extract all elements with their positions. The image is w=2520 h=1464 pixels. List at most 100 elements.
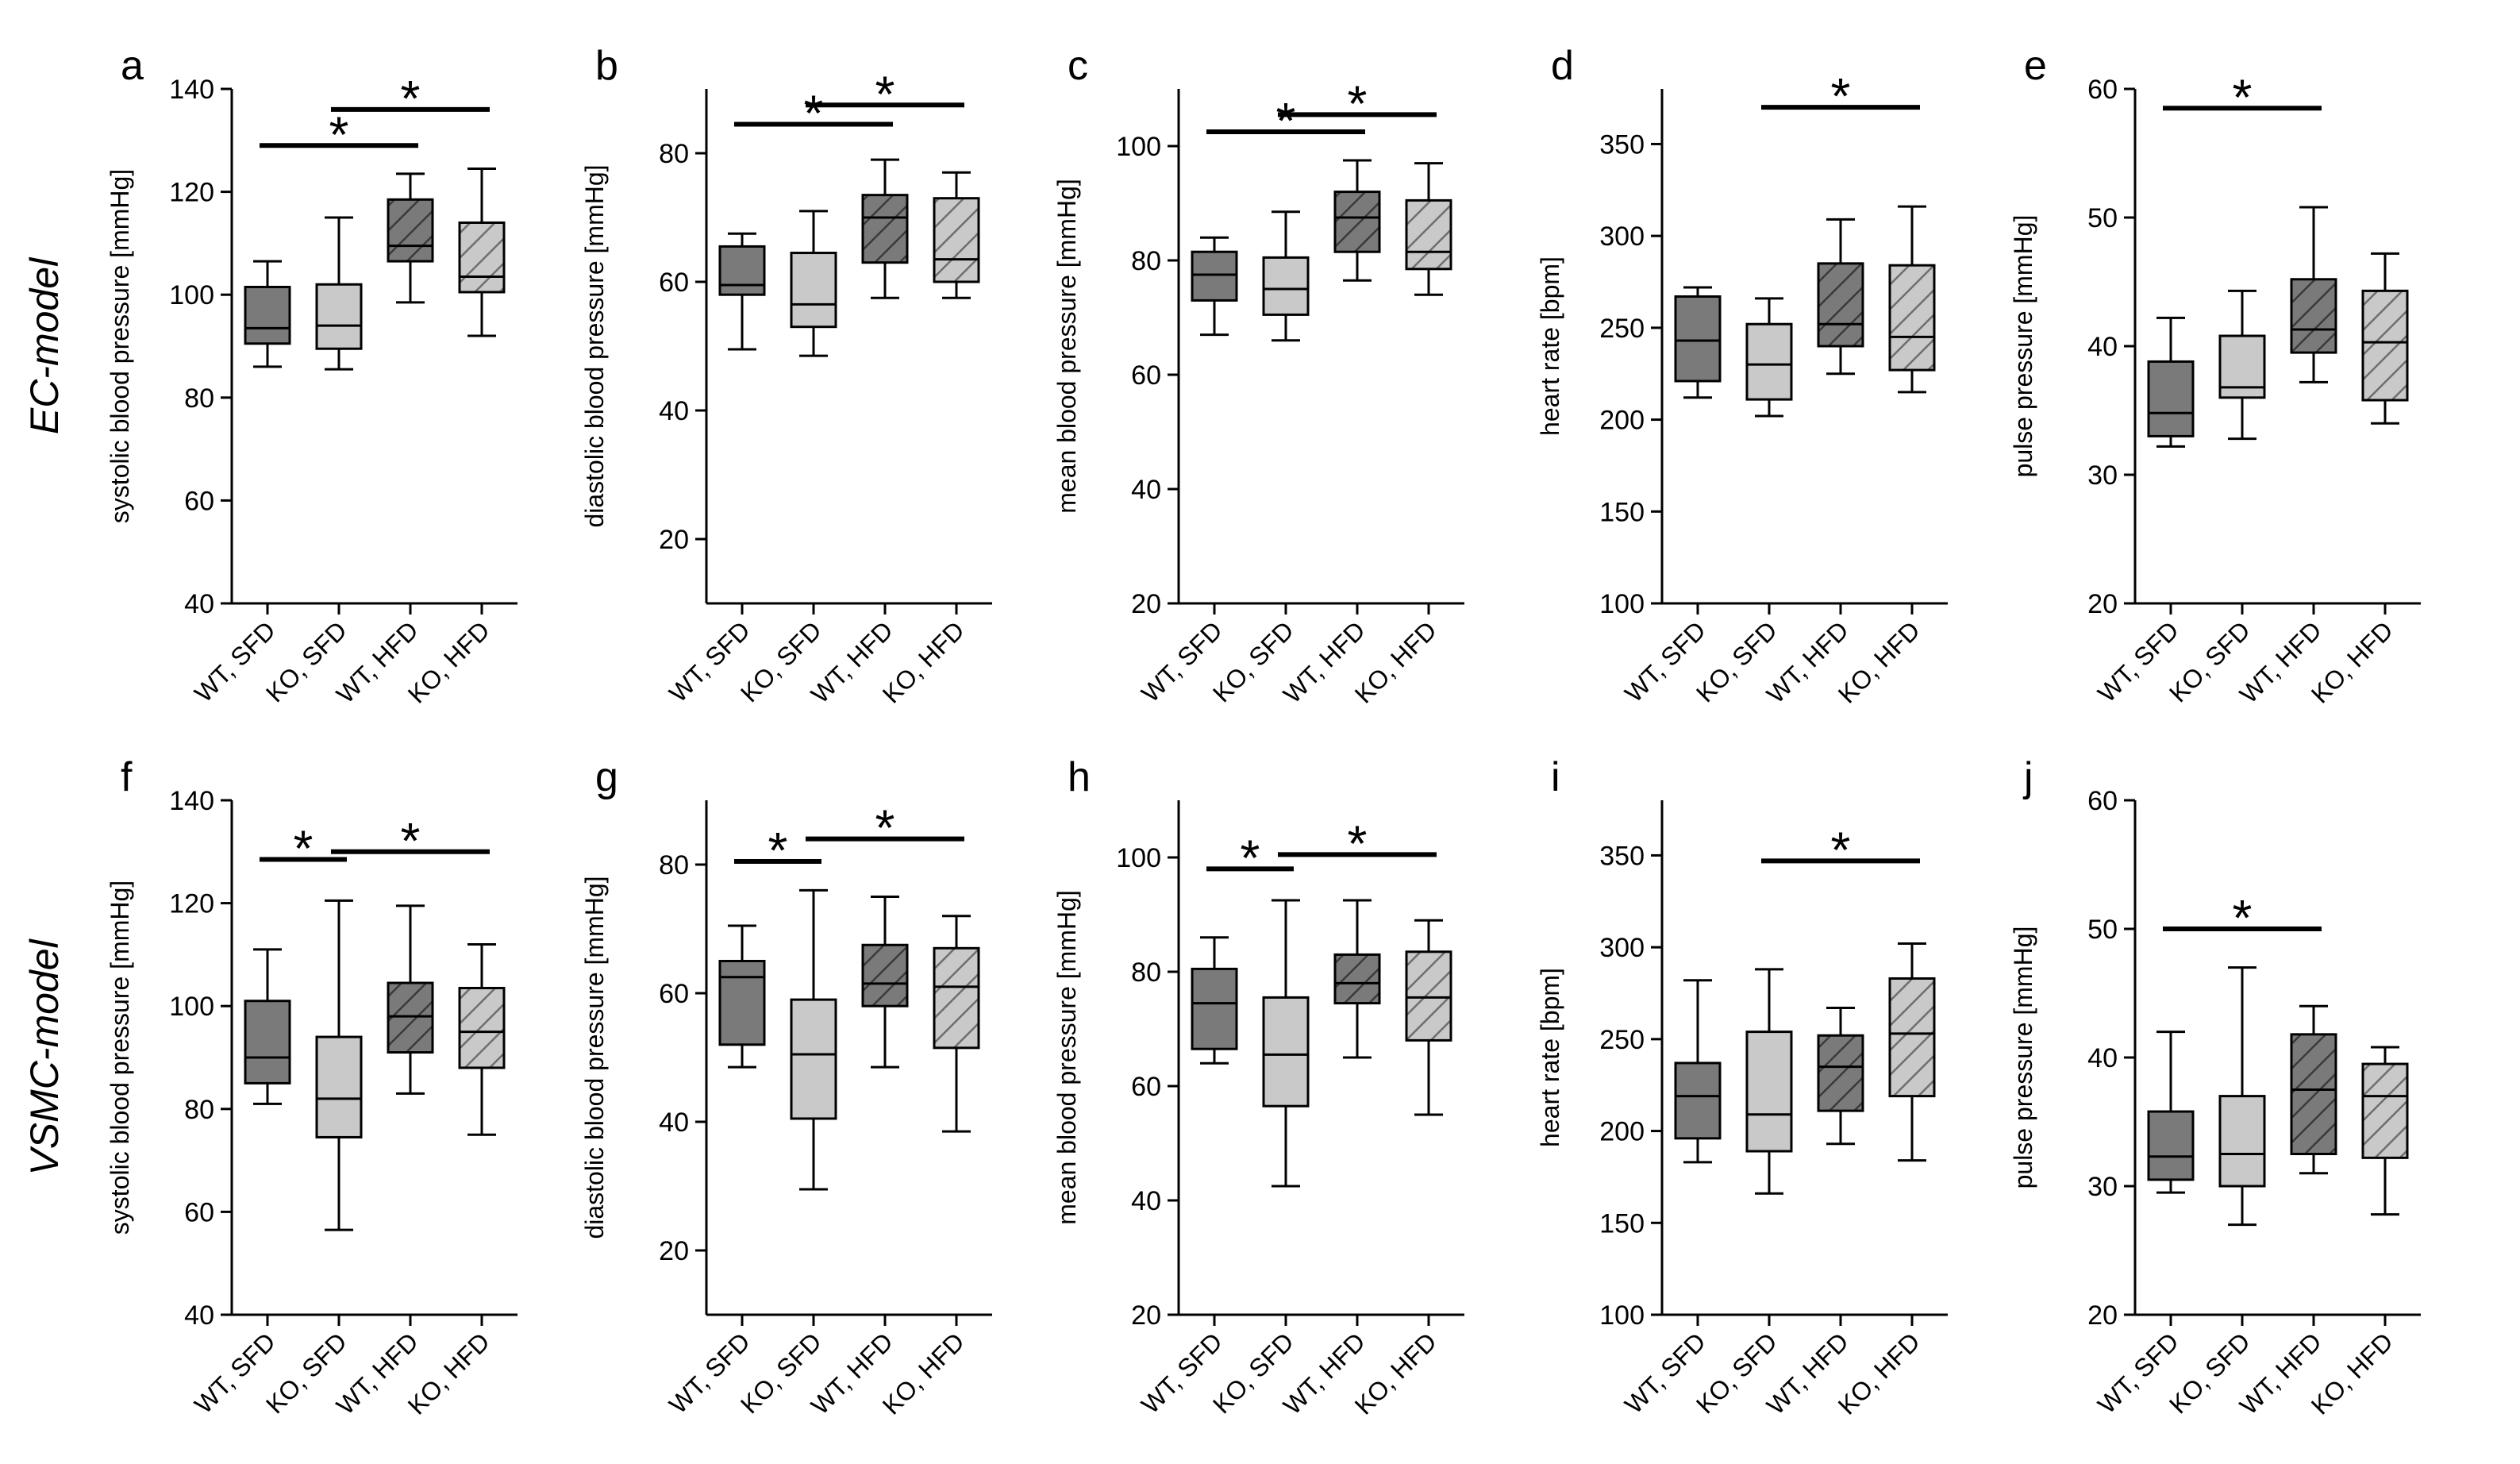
- y-tick-label: 100: [1116, 843, 1161, 873]
- significance-star: *: [1348, 815, 1368, 872]
- significance-star: *: [768, 822, 788, 879]
- significance-star: *: [804, 85, 824, 142]
- box-iqr: [1405, 198, 1452, 271]
- y-tick-label: 40: [2087, 1043, 2118, 1073]
- box-ko-sfd: [1262, 899, 1310, 1188]
- panel-letter: f: [121, 754, 133, 800]
- panel-a: a 40 60 80 100 120 140 systolic blood pressure …: [106, 43, 517, 709]
- significance-star: *: [2233, 889, 2253, 946]
- box-iqr: [933, 946, 980, 1050]
- significance-star: *: [875, 799, 895, 857]
- panel-f: f 40 60 80 100 120 140 systolic blood pressure …: [106, 754, 517, 1420]
- box-iqr: [458, 987, 506, 1069]
- significance-star: *: [401, 812, 421, 869]
- significance-star: *: [2233, 68, 2253, 125]
- y-tick-label: 40: [1131, 475, 1161, 505]
- box-iqr: [1888, 264, 1936, 372]
- box-ko-sfd: [2218, 289, 2266, 441]
- box-iqr: [1191, 250, 1238, 302]
- y-tick-label: 80: [659, 139, 689, 169]
- y-tick-label: 50: [2087, 915, 2118, 945]
- y-tick-label: 40: [184, 589, 214, 619]
- box-iqr: [2361, 289, 2409, 402]
- y-tick-label: 80: [184, 383, 214, 414]
- box-ko-sfd: [1745, 297, 1793, 418]
- box-wt-sfd: [718, 232, 766, 351]
- y-tick-label: 50: [2087, 203, 2118, 233]
- y-tick-label: 20: [2087, 589, 2118, 619]
- box-wt-hfd: [2290, 206, 2337, 383]
- box-iqr: [1817, 1034, 1864, 1112]
- y-tick-label: 100: [169, 280, 214, 310]
- box-ko-hfd: [1888, 205, 1936, 394]
- y-tick-label: 100: [169, 992, 214, 1022]
- box-wt-sfd: [2147, 1031, 2195, 1194]
- y-tick-label: 120: [169, 178, 214, 208]
- box-ko-hfd: [458, 167, 506, 337]
- box-ko-hfd: [1888, 942, 1936, 1162]
- significance-star: *: [1831, 821, 1851, 878]
- y-axis-label: heart rate [bpm]: [1536, 968, 1564, 1147]
- box-wt-hfd: [1333, 899, 1381, 1059]
- box-iqr: [458, 221, 506, 294]
- box-iqr: [790, 998, 837, 1120]
- box-iqr: [2147, 360, 2195, 437]
- box-ko-hfd: [933, 171, 980, 299]
- panel-letter: g: [595, 754, 618, 800]
- box-iqr: [718, 245, 766, 296]
- y-tick-label: 20: [1131, 1300, 1161, 1331]
- box-iqr: [1333, 191, 1381, 253]
- box-wt-sfd: [244, 948, 291, 1105]
- y-tick-label: 100: [1116, 132, 1161, 162]
- panel-letter: a: [121, 43, 144, 89]
- box-ko-hfd: [2361, 1046, 2409, 1216]
- panel-letter: j: [2022, 754, 2033, 800]
- box-iqr: [1745, 322, 1793, 401]
- box-wt-sfd: [1191, 936, 1238, 1065]
- box-iqr: [315, 283, 363, 350]
- box-wt-hfd: [861, 158, 909, 299]
- y-tick-label: 60: [2087, 786, 2118, 816]
- y-axis-label: pulse pressure [mmHg]: [2009, 215, 2037, 478]
- box-wt-hfd: [387, 904, 434, 1095]
- box-wt-hfd: [1817, 1007, 1864, 1146]
- y-tick-label: 80: [1131, 957, 1161, 988]
- box-iqr: [1674, 1061, 1722, 1140]
- box-iqr: [1262, 256, 1310, 316]
- box-iqr: [387, 981, 434, 1054]
- y-tick-label: 350: [1599, 129, 1645, 160]
- box-iqr: [861, 194, 909, 264]
- panel-letter: c: [1068, 43, 1088, 89]
- box-iqr: [244, 1000, 291, 1085]
- box-wt-sfd: [1674, 286, 1722, 399]
- y-tick-label: 60: [659, 979, 689, 1009]
- panel-letter: h: [1068, 754, 1091, 800]
- box-wt-sfd: [718, 924, 766, 1069]
- box-ko-sfd: [790, 888, 837, 1191]
- y-tick-label: 20: [659, 525, 689, 555]
- box-wt-sfd: [1674, 979, 1722, 1164]
- box-iqr: [1191, 967, 1238, 1050]
- y-axis-label: mean blood pressure [mmHg]: [1052, 890, 1081, 1225]
- box-ko-sfd: [1262, 210, 1310, 342]
- box-iqr: [1888, 977, 1936, 1098]
- box-wt-sfd: [2147, 316, 2195, 448]
- y-tick-label: 150: [1599, 497, 1645, 527]
- significance-star: *: [294, 820, 314, 877]
- y-tick-label: 60: [2087, 75, 2118, 105]
- box-iqr: [244, 285, 291, 345]
- y-tick-label: 30: [2087, 1172, 2118, 1202]
- y-tick-label: 250: [1599, 1025, 1645, 1055]
- y-tick-label: 120: [169, 889, 214, 919]
- y-tick-label: 80: [184, 1095, 214, 1125]
- y-tick-label: 300: [1599, 933, 1645, 963]
- y-tick-label: 20: [2087, 1300, 2118, 1331]
- box-ko-hfd: [1405, 919, 1452, 1116]
- box-ko-hfd: [1405, 162, 1452, 296]
